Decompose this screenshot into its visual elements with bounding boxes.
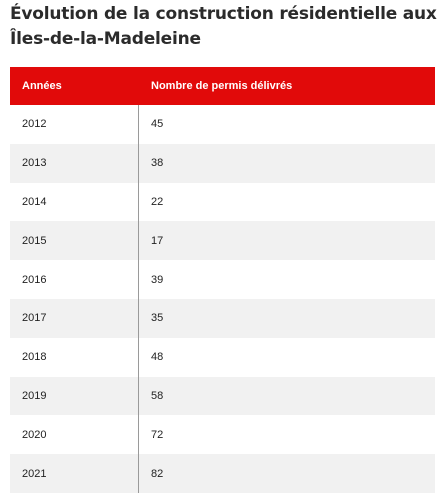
- year-cell: 2017: [10, 298, 139, 338]
- table-row: 2015 17: [10, 221, 435, 261]
- table-row: 2017 35: [10, 298, 435, 338]
- year-cell: 2012: [10, 105, 139, 144]
- table-header: Années Nombre de permis délivrés: [10, 67, 435, 105]
- permits-cell: 72: [151, 428, 164, 441]
- year-cell: 2018: [10, 337, 139, 377]
- permits-cell: 48: [151, 351, 164, 364]
- table-row: 2020 72: [10, 415, 435, 455]
- permits-cell: 22: [151, 195, 164, 208]
- table-row: 2019 58: [10, 376, 435, 416]
- permits-cell: 38: [151, 157, 164, 170]
- year-cell: 2015: [10, 221, 139, 261]
- permits-cell: 58: [151, 389, 164, 402]
- permits-cell: 17: [151, 234, 164, 247]
- page-title: Évolution de la construction résidentiel…: [10, 4, 437, 49]
- year-cell: 2020: [10, 415, 139, 455]
- year-cell: 2021: [10, 454, 139, 493]
- table-row: 2016 39: [10, 260, 435, 299]
- data-table: Années Nombre de permis délivrés 2012 45…: [10, 67, 435, 493]
- year-cell: 2016: [10, 260, 139, 299]
- column-header-permis: Nombre de permis délivrés: [151, 80, 293, 92]
- year-cell: 2019: [10, 376, 139, 416]
- year-cell: 2013: [10, 143, 139, 183]
- column-header-annees: Années: [22, 80, 62, 92]
- permits-cell: 45: [151, 118, 164, 131]
- table-row: 2013 38: [10, 143, 435, 183]
- permits-cell: 35: [151, 312, 164, 325]
- table-row: 2018 48: [10, 337, 435, 377]
- permits-cell: 82: [151, 467, 164, 480]
- table-row: 2021 82: [10, 454, 435, 493]
- permits-cell: 39: [151, 273, 164, 286]
- table-row: 2012 45: [10, 105, 435, 144]
- year-cell: 2014: [10, 182, 139, 222]
- table-row: 2014 22: [10, 182, 435, 222]
